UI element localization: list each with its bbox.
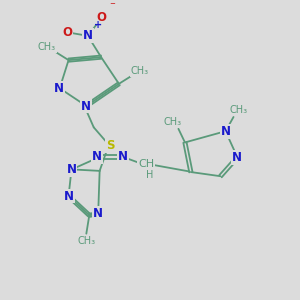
Text: CH₃: CH₃ <box>130 66 149 76</box>
Text: N: N <box>92 151 102 164</box>
Text: CH₃: CH₃ <box>38 42 56 52</box>
Text: S: S <box>106 139 114 152</box>
Text: N: N <box>54 82 64 95</box>
Text: CH₃: CH₃ <box>164 117 181 127</box>
Text: O: O <box>96 11 106 24</box>
Text: O: O <box>62 26 72 39</box>
Text: N: N <box>67 163 76 176</box>
Text: H: H <box>146 170 153 180</box>
Text: +: + <box>94 20 102 30</box>
Text: CH: CH <box>138 159 154 170</box>
Text: N: N <box>118 151 128 164</box>
Text: CH₃: CH₃ <box>230 105 248 115</box>
Text: N: N <box>93 207 103 220</box>
Text: N: N <box>220 125 230 138</box>
Text: N: N <box>81 100 91 112</box>
Text: N: N <box>83 29 93 42</box>
Text: N: N <box>64 190 74 202</box>
Text: ⁻: ⁻ <box>110 1 115 11</box>
Text: CH₃: CH₃ <box>77 236 95 246</box>
Text: N: N <box>232 151 242 164</box>
